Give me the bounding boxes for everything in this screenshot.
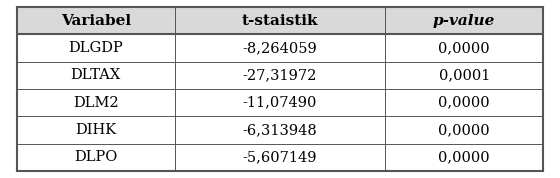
Text: -5,607149: -5,607149: [242, 150, 318, 164]
Text: Variabel: Variabel: [60, 14, 131, 28]
Text: -27,31972: -27,31972: [243, 68, 317, 82]
Text: DLPO: DLPO: [74, 150, 118, 164]
Text: DLTAX: DLTAX: [71, 68, 121, 82]
Text: -11,07490: -11,07490: [243, 96, 317, 110]
Text: 0,0000: 0,0000: [438, 150, 490, 164]
Text: 0,0000: 0,0000: [438, 123, 490, 137]
Text: p-value: p-value: [433, 14, 496, 28]
Text: -6,313948: -6,313948: [242, 123, 318, 137]
Text: 0,0000: 0,0000: [438, 96, 490, 110]
Text: t-staistik: t-staistik: [242, 14, 318, 28]
Text: 0,0001: 0,0001: [438, 68, 490, 82]
Text: DIHK: DIHK: [75, 123, 116, 137]
Text: -8,264059: -8,264059: [242, 41, 318, 55]
Text: DLGDP: DLGDP: [68, 41, 123, 55]
Text: DLM2: DLM2: [73, 96, 119, 110]
Text: 0,0000: 0,0000: [438, 41, 490, 55]
